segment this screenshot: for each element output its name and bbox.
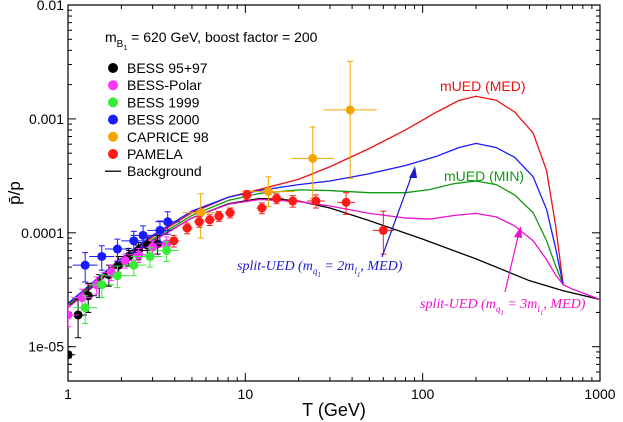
point-pamela xyxy=(213,210,225,222)
point-pamela xyxy=(204,214,216,226)
plot-area xyxy=(67,4,601,382)
curve-split-ued-med-3- xyxy=(68,198,600,309)
legend-entry-bess-polar: BESS-Polar xyxy=(108,77,202,93)
point-pamela xyxy=(193,216,205,228)
point-bess-2000 xyxy=(72,252,98,283)
split-ued-3-label: split-UED (mq1 = 3ml1, MED) xyxy=(420,297,586,317)
y-tick-label: 0.001 xyxy=(29,111,64,127)
tick-labels: 1 10 100 1000 1e-05 0.0001 0.001 0.01 xyxy=(21,0,616,402)
legend-label: BESS 1999 xyxy=(127,94,200,110)
chart-title: mB1 = 620 GeV, boost factor = 200 xyxy=(105,29,318,52)
point-caprice-98 xyxy=(323,60,377,179)
y-tick-label: 0.0001 xyxy=(21,225,64,241)
x-tick-label: 10 xyxy=(238,386,254,402)
point-caprice-98 xyxy=(291,126,335,200)
legend-marker xyxy=(108,80,118,91)
legend-label: Background xyxy=(127,163,202,179)
point-bess-2000 xyxy=(89,245,115,271)
point-pamela xyxy=(285,195,300,208)
x-axis-label: T (GeV) xyxy=(302,400,366,420)
axis-ticks xyxy=(67,5,601,381)
point-bess-2000 xyxy=(105,238,130,262)
legend-entry-pamela: PAMELA xyxy=(108,146,183,162)
point-bess-1999 xyxy=(89,274,115,299)
point-bess-2000 xyxy=(155,211,181,235)
x-tick-label: 100 xyxy=(411,386,435,402)
mued-min-label: mUED (MIN) xyxy=(444,168,524,184)
legend-marker xyxy=(108,131,118,142)
legend-marker xyxy=(108,149,118,159)
point-bess-1999 xyxy=(137,247,163,268)
point-bess-1999 xyxy=(154,240,180,262)
point-bess-1999 xyxy=(121,255,147,277)
x-tick-label: 1 xyxy=(64,386,72,402)
point-pamela xyxy=(307,194,325,209)
y-tick-label: 1e-05 xyxy=(28,339,64,355)
point-bess-polar xyxy=(68,305,79,328)
legend-entry-bess-2000: BESS 2000 xyxy=(108,112,200,128)
legend-marker xyxy=(108,63,118,73)
point-pamela xyxy=(256,202,268,215)
arrow-split-ued-2 xyxy=(381,166,417,258)
legend-label: CAPRICE 98 xyxy=(127,129,209,145)
point-bess-2000 xyxy=(130,225,156,248)
data-points xyxy=(68,60,394,365)
arrow-split-ued-3 xyxy=(504,226,522,293)
legend-entry-background: Background xyxy=(105,163,202,179)
point-pamela xyxy=(224,207,236,219)
point-bess-95-97 xyxy=(68,346,76,365)
x-tick-label: 1000 xyxy=(584,386,615,402)
y-tick-label: 0.01 xyxy=(37,0,64,13)
legend-label: PAMELA xyxy=(127,146,183,162)
point-bess-1999 xyxy=(72,295,98,324)
legend-marker xyxy=(108,114,118,125)
split-ued-2-label: split-UED (mq1 = 2ml1, MED) xyxy=(237,259,403,279)
point-pamela xyxy=(168,234,180,248)
point-pamela xyxy=(372,210,394,255)
legend-entry-caprice-98: CAPRICE 98 xyxy=(108,129,209,145)
legend-entry-bess-1999: BESS 1999 xyxy=(108,94,200,110)
point-pamela xyxy=(337,192,355,215)
point-bess-1999 xyxy=(105,265,130,289)
mued-med-label: mUED (MED) xyxy=(440,78,526,94)
point-bess-2000 xyxy=(147,220,173,243)
point-pamela xyxy=(269,193,284,205)
legend-label: BESS-Polar xyxy=(127,77,202,93)
legend-marker xyxy=(108,97,118,108)
point-bess-polar xyxy=(114,253,136,269)
y-axis-label: p̄/p xyxy=(5,181,24,205)
legend-label: BESS 95+97 xyxy=(127,60,208,76)
legend-entry-bess-95-97: BESS 95+97 xyxy=(108,60,208,76)
legend-label: BESS 2000 xyxy=(127,112,200,128)
point-pamela xyxy=(181,222,193,235)
point-pamela xyxy=(241,190,253,201)
point-caprice-98 xyxy=(182,193,219,239)
point-caprice-98 xyxy=(241,176,296,208)
